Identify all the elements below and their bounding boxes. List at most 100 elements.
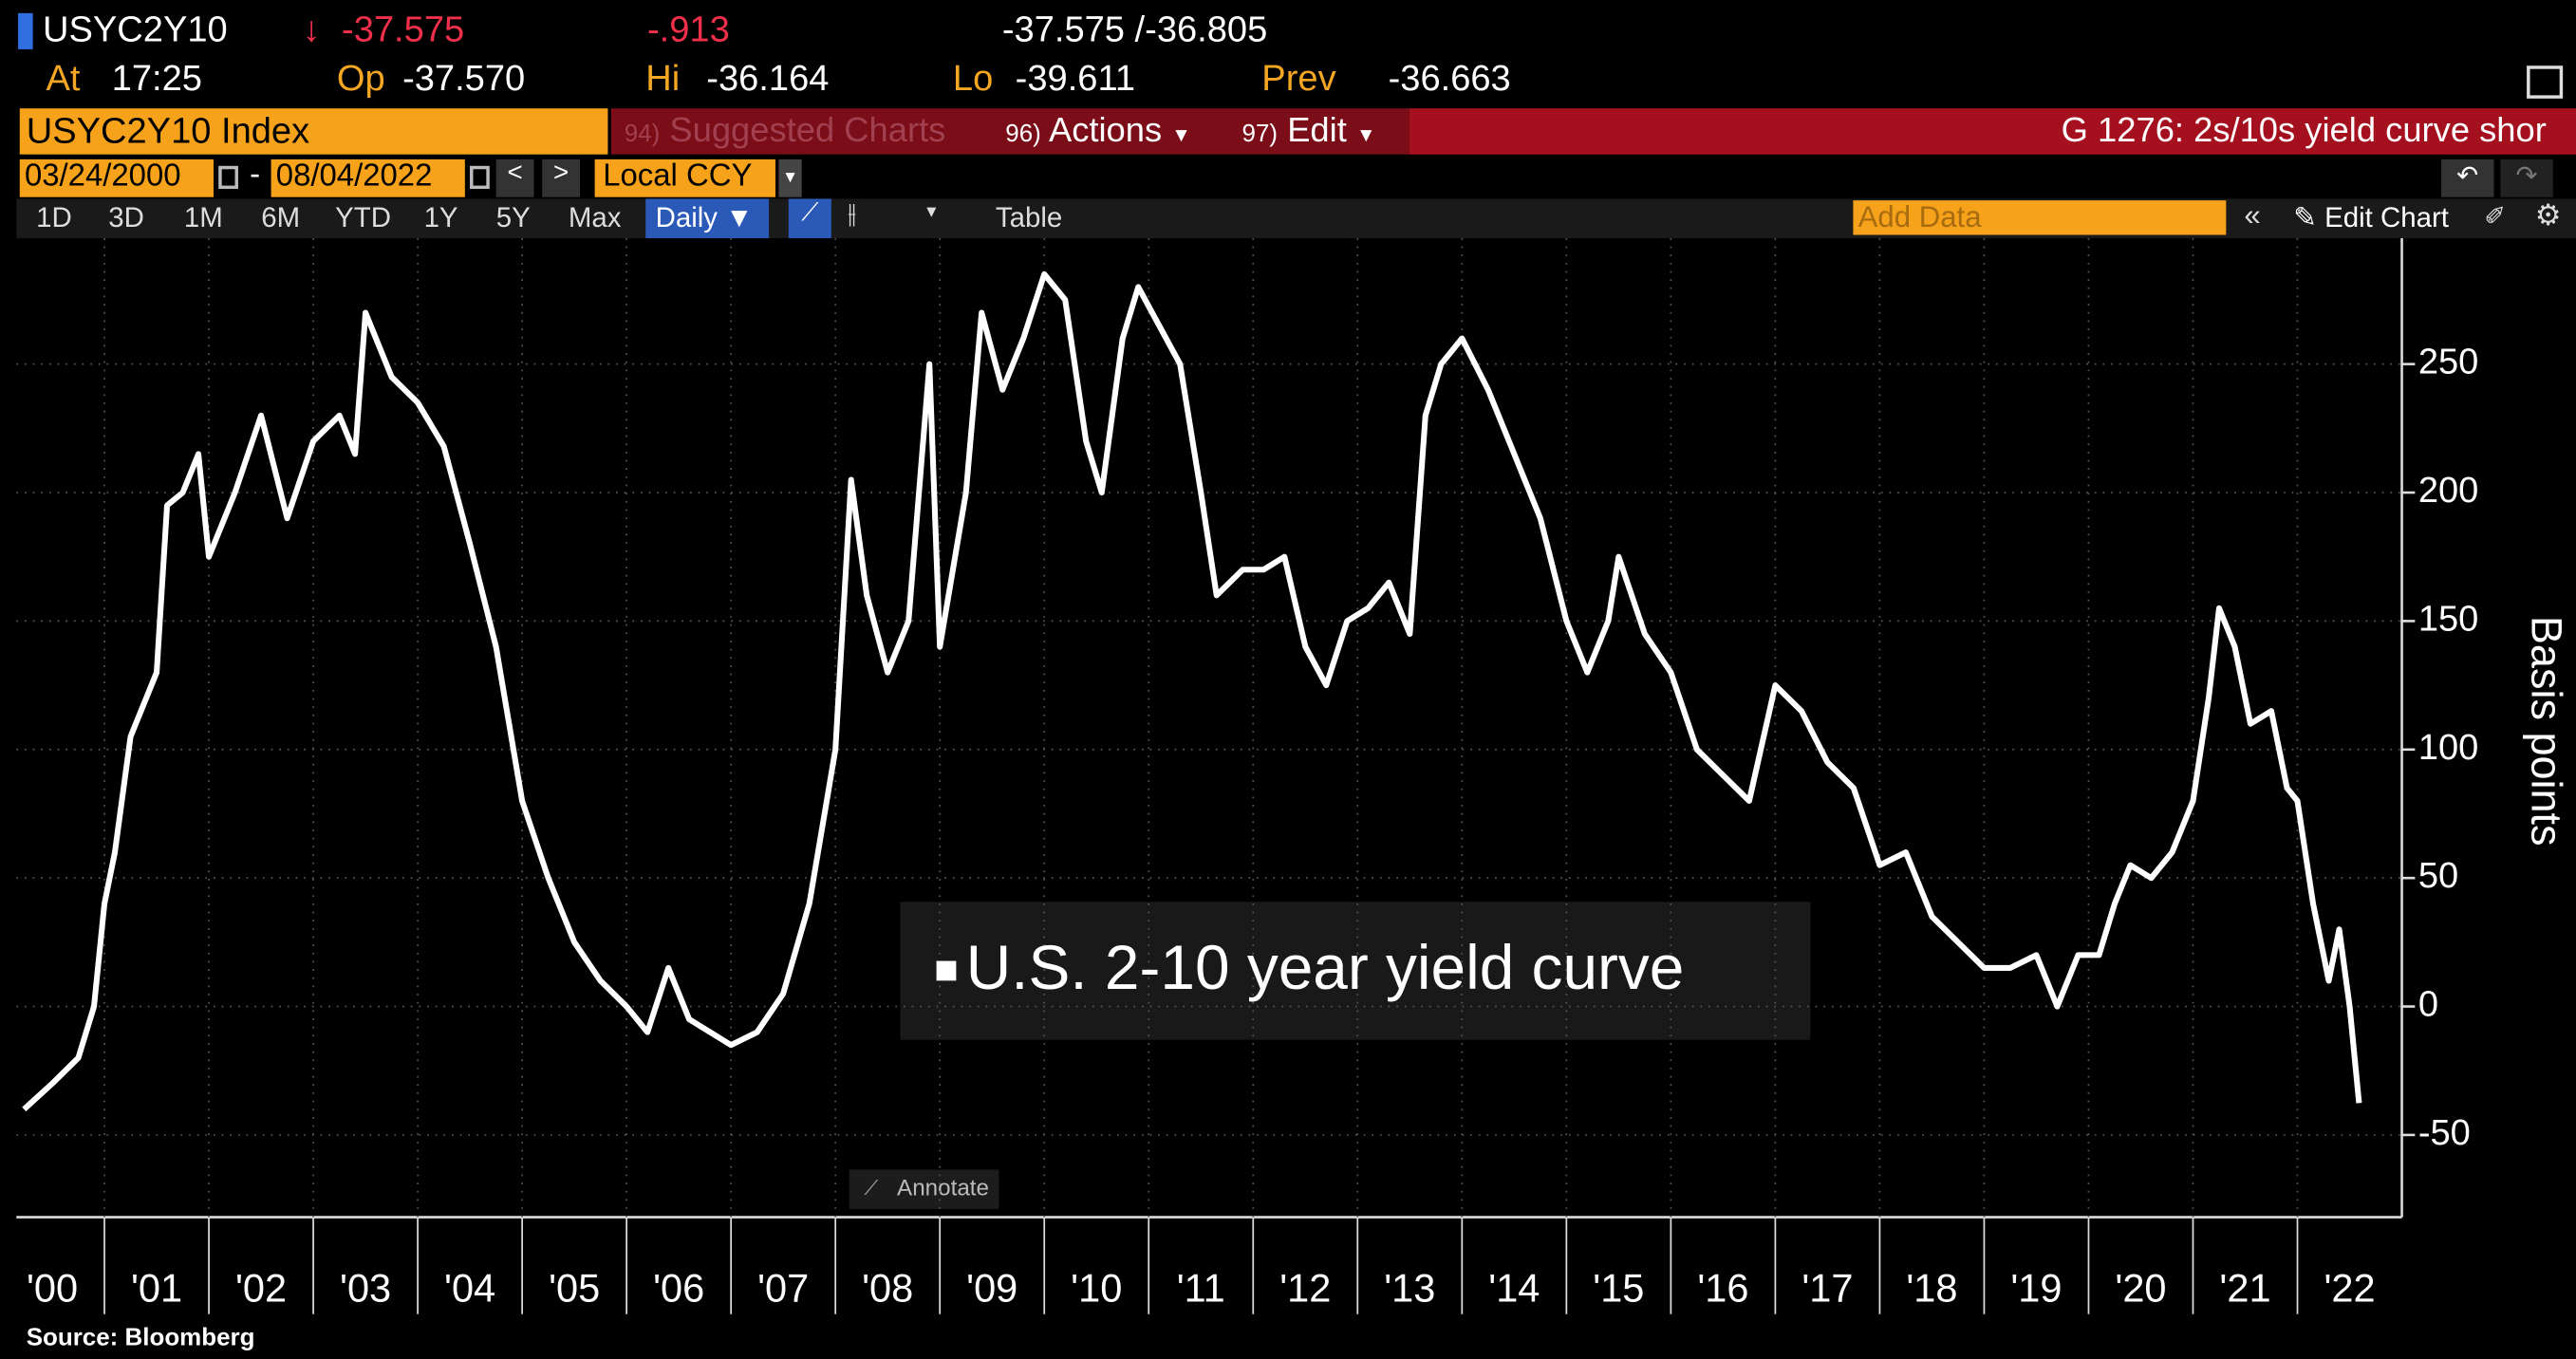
undo-button[interactable]: ↶: [2441, 158, 2494, 197]
high: -36.164: [706, 57, 830, 99]
line-chart-button[interactable]: ⟋: [788, 198, 831, 238]
x-tick-label: '03: [340, 1265, 391, 1310]
annotate-button[interactable]: [849, 1169, 999, 1209]
x-tick-label: '02: [235, 1265, 287, 1310]
x-tick-label: '19: [2010, 1265, 2062, 1310]
period-button[interactable]: 6M: [261, 201, 301, 233]
y-tick-label: -50: [2418, 1113, 2471, 1153]
x-tick-label: '06: [653, 1265, 704, 1310]
ticker: USYC2Y10: [43, 8, 228, 49]
x-tick-label: '20: [2115, 1265, 2166, 1310]
edit-chart-label: Edit Chart: [2324, 201, 2449, 233]
x-tick-label: '07: [757, 1265, 809, 1310]
annotate-label: Annotate: [897, 1176, 989, 1201]
calendar-icon[interactable]: [218, 165, 238, 190]
table-button[interactable]: Table: [995, 201, 1063, 233]
redo-button[interactable]: ↷: [2500, 158, 2553, 197]
currency-dropdown[interactable]: ▼: [778, 158, 802, 197]
bar-chart-button[interactable]: ⫲: [848, 200, 857, 229]
time-label: At: [46, 57, 81, 99]
y-tick-label: 50: [2418, 856, 2458, 896]
source: Source: Bloomberg: [27, 1323, 255, 1351]
dropdown-caret: ▼: [1355, 122, 1376, 147]
start-date[interactable]: 03/24/2000: [19, 158, 215, 197]
x-tick-label: '22: [2324, 1265, 2375, 1310]
x-tick-label: '01: [131, 1265, 182, 1310]
menu-code: 96): [1005, 120, 1041, 148]
last-price: -37.575: [342, 8, 465, 49]
next-button[interactable]: >: [542, 158, 580, 197]
x-tick-label: '16: [1697, 1265, 1748, 1310]
calendar-icon[interactable]: [470, 165, 490, 190]
x-tick-label: '08: [862, 1265, 913, 1310]
period-button[interactable]: 3D: [108, 201, 144, 233]
x-tick-label: '18: [1906, 1265, 1957, 1310]
legend-swatch: [936, 960, 957, 981]
period-button[interactable]: 1M: [183, 201, 223, 233]
menu-code: 97): [1241, 120, 1279, 148]
x-tick-label: '17: [1801, 1265, 1853, 1310]
legend-box: [900, 902, 1811, 1040]
bid-ask: -37.575 /-36.805: [1001, 8, 1268, 49]
x-tick-label: '12: [1279, 1265, 1331, 1310]
edit-icon[interactable]: ✐: [2484, 203, 2507, 233]
low-label: Lo: [952, 57, 994, 99]
x-tick-label: '15: [1593, 1265, 1644, 1310]
menu-code: 94): [624, 120, 661, 148]
y-tick-label: 0: [2418, 985, 2438, 1025]
menu-item[interactable]: 94) Suggested Charts: [625, 112, 946, 152]
open-label: Op: [336, 57, 385, 99]
period-button[interactable]: 1Y: [423, 201, 458, 233]
end-date[interactable]: 08/04/2022: [271, 158, 465, 197]
edit-chart-button[interactable]: ✎ Edit Chart: [2293, 201, 2449, 233]
dropdown-caret: ▼: [1171, 122, 1191, 147]
popout-icon[interactable]: [2527, 65, 2564, 99]
add-data-field[interactable]: Add Data: [1853, 200, 2227, 235]
x-tick-label: '13: [1384, 1265, 1435, 1310]
y-tick-label: 250: [2418, 343, 2479, 382]
x-tick-label: '09: [966, 1265, 1017, 1310]
prev-label: Prev: [1261, 57, 1336, 99]
y-tick-label: 100: [2418, 728, 2479, 768]
legend-label: U.S. 2-10 year yield curve: [966, 932, 1685, 1002]
period-button[interactable]: YTD: [335, 201, 391, 233]
annotate-icon: ⟋: [864, 1178, 878, 1200]
period-button[interactable]: 5Y: [495, 201, 531, 233]
currency-field[interactable]: Local CCY: [594, 158, 775, 197]
x-tick-label: '21: [2219, 1265, 2270, 1310]
collapse-button[interactable]: «: [2244, 198, 2261, 233]
x-tick-label: '10: [1071, 1265, 1122, 1310]
low: -39.611: [1015, 57, 1136, 99]
y-tick-label: 200: [2418, 471, 2479, 511]
settings-icon[interactable]: ⚙: [2534, 198, 2562, 233]
frequency-button[interactable]: Daily ▼: [645, 198, 770, 238]
high-label: Hi: [645, 57, 681, 99]
menu-item[interactable]: 97) Edit ▼: [1242, 112, 1376, 152]
prev: -36.663: [1388, 57, 1511, 99]
x-tick-label: '11: [1177, 1265, 1225, 1310]
y-tick-label: 150: [2418, 599, 2479, 639]
series-line: [22, 270, 2362, 1112]
menu-label: Actions: [1048, 111, 1163, 150]
time: 17:25: [111, 57, 203, 99]
chart-title: G 1276: 2s/10s yield curve shor: [2061, 111, 2547, 150]
x-tick-label: '14: [1488, 1265, 1540, 1310]
menu-item[interactable]: 96) Actions ▼: [1005, 112, 1191, 152]
period-button[interactable]: 1D: [36, 201, 72, 233]
menu-label: Suggested Charts: [669, 111, 946, 150]
x-tick-label: '05: [549, 1265, 600, 1310]
chart-type-dropdown[interactable]: ▼: [923, 203, 940, 222]
security-field[interactable]: USYC2Y10 Index: [19, 108, 608, 155]
open: -37.570: [402, 57, 526, 99]
date-dash: -: [250, 158, 261, 193]
x-tick-label: '04: [444, 1265, 495, 1310]
menu-label: Edit: [1287, 111, 1347, 150]
net-change: -.913: [646, 8, 730, 49]
x-tick-label: '00: [27, 1265, 78, 1310]
change-arrow: ↓: [302, 8, 321, 49]
prev-button[interactable]: <: [495, 158, 534, 197]
y-axis-label: Basis points: [2522, 616, 2570, 847]
period-button[interactable]: Max: [568, 201, 622, 233]
